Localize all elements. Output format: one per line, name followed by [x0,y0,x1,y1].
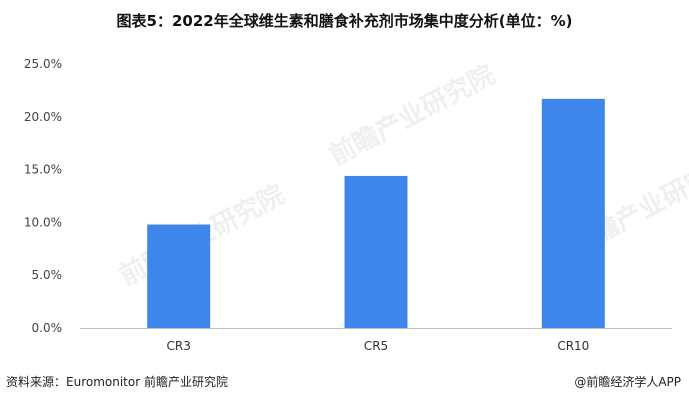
y-tick-label: 10.0% [24,215,62,229]
bar [344,175,408,328]
y-tick-label: 15.0% [24,163,62,177]
bar [541,98,605,329]
x-tick-label: CR10 [557,339,589,353]
chart-title: 图表5：2022年全球维生素和膳食补充剂市场集中度分析(单位：%) [116,12,573,30]
credit-note: @前瞻经济学人APP [574,375,681,389]
x-tick-label: CR3 [166,339,190,353]
y-tick-label: 0.0% [32,321,63,335]
bar [147,224,211,328]
source-note: 资料来源：Euromonitor 前瞻产业研究院 [6,375,228,389]
x-tick-label: CR5 [364,339,388,353]
y-tick-label: 5.0% [32,268,63,282]
y-tick-label: 25.0% [24,57,62,71]
y-tick-label: 20.0% [24,110,62,124]
